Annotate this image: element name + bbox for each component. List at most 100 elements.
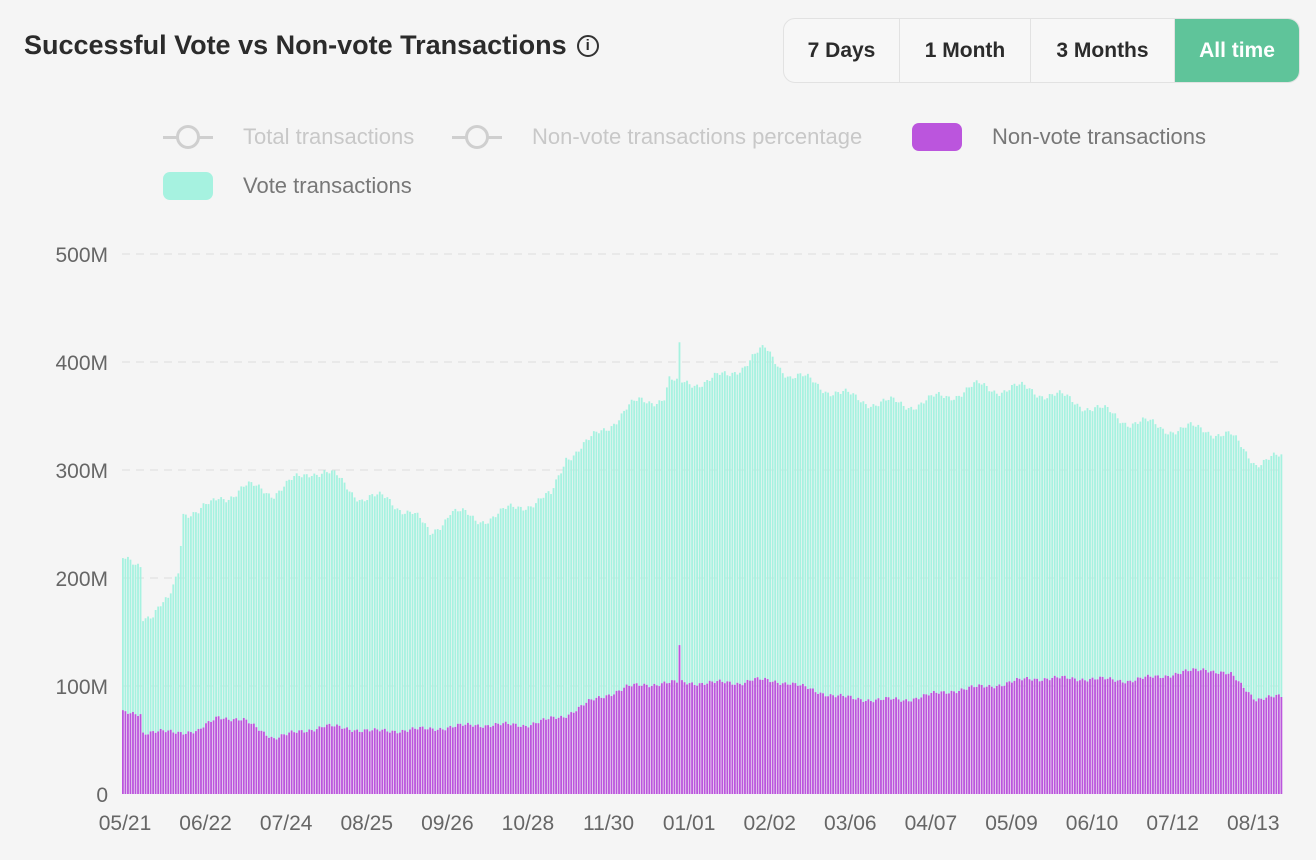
nonvote-bar: [937, 693, 940, 794]
nonvote-bar: [1121, 682, 1124, 794]
vote-bar: [502, 508, 505, 724]
vote-bar: [784, 377, 787, 683]
vote-bar: [519, 506, 522, 727]
vote-bar: [638, 397, 641, 686]
nonvote-bar: [280, 734, 283, 794]
nonvote-bar: [1106, 678, 1109, 794]
vote-bar: [285, 480, 288, 736]
vote-bar: [751, 354, 754, 681]
nonvote-bar: [378, 731, 381, 794]
vote-bar: [217, 499, 220, 717]
nonvote-bar: [212, 720, 215, 794]
vote-bar: [250, 482, 253, 724]
vote-bar: [776, 366, 779, 683]
vote-bar: [970, 386, 973, 686]
nonvote-bar: [749, 680, 751, 794]
vote-bar: [988, 391, 991, 685]
legend-total-transactions[interactable]: Total transactions: [163, 124, 414, 150]
nonvote-bar: [953, 691, 955, 794]
range-1-month-button[interactable]: 1 Month: [900, 19, 1031, 82]
nonvote-bar: [348, 729, 351, 794]
nonvote-bar: [1204, 669, 1207, 794]
vote-bar: [179, 545, 182, 733]
vote-bar: [759, 347, 761, 680]
nonvote-bar: [628, 685, 631, 794]
vote-bar: [338, 477, 341, 726]
y-tick-label: 200M: [55, 568, 108, 591]
nonvote-bar: [285, 735, 288, 794]
vote-bar: [174, 576, 177, 734]
nonvote-bar: [703, 684, 706, 794]
nonvote-bar: [1023, 678, 1026, 794]
nonvote-bar: [336, 724, 338, 794]
legend-label: Non-vote transactions: [992, 124, 1206, 149]
nonvote-bar: [298, 730, 301, 794]
nonvote-bar: [247, 723, 250, 794]
vote-bar: [683, 382, 686, 683]
nonvote-bar: [1048, 680, 1051, 794]
nonvote-bar: [441, 729, 444, 794]
legend-nonvote-transactions[interactable]: Non-vote transactions: [912, 123, 1206, 151]
vote-bar: [590, 436, 593, 700]
nonvote-bar: [968, 686, 971, 794]
nonvote-bar: [958, 691, 960, 794]
nonvote-bar: [653, 683, 656, 794]
nonvote-bar: [897, 699, 900, 794]
vote-bar: [529, 506, 532, 726]
legend-line-marker-icon: [163, 124, 213, 150]
vote-bar: [875, 405, 877, 700]
chart-title: Successful Vote vs Non-vote Transactions…: [24, 30, 599, 61]
vote-bar: [864, 404, 867, 701]
legend-nonvote-percentage[interactable]: Non-vote transactions percentage: [452, 124, 862, 150]
range-7-days-button[interactable]: 7 Days: [784, 19, 900, 82]
vote-bar: [721, 372, 724, 682]
vote-bar: [801, 376, 804, 684]
vote-bar: [958, 395, 960, 692]
nonvote-bar: [519, 726, 522, 794]
range-3-months-button[interactable]: 3 Months: [1031, 19, 1175, 82]
nonvote-bar: [1089, 678, 1091, 794]
nonvote-bar: [739, 683, 741, 794]
vote-bar: [1212, 438, 1215, 671]
nonvote-bar: [1209, 671, 1212, 794]
vote-bar: [1013, 383, 1016, 681]
vote-bar: [434, 529, 437, 732]
legend-vote-transactions[interactable]: Vote transactions: [163, 172, 412, 200]
vote-bar: [885, 400, 887, 698]
vote-bar: [671, 379, 673, 681]
nonvote-bar: [912, 698, 915, 794]
nonvote-bar: [854, 699, 857, 794]
nonvote-bar: [1212, 670, 1215, 794]
vote-bar: [693, 385, 696, 686]
vote-bar: [676, 378, 678, 683]
vote-bar: [474, 520, 477, 726]
vote-bar: [796, 373, 799, 686]
vote-bar: [310, 476, 313, 731]
vote-bar: [937, 392, 940, 694]
vote-bar: [1157, 427, 1159, 676]
vote-bar: [358, 500, 361, 732]
nonvote-bar: [472, 726, 474, 794]
vote-bar: [449, 515, 452, 726]
vote-bar: [451, 511, 454, 728]
nonvote-bar: [930, 692, 933, 794]
vote-bar: [696, 384, 699, 686]
range-all-time-button[interactable]: All time: [1175, 19, 1299, 82]
vote-bar: [1280, 454, 1283, 697]
vote-bar: [718, 374, 721, 680]
nonvote-bar: [1003, 685, 1006, 794]
vote-bar: [749, 360, 751, 681]
vote-bar: [1227, 431, 1230, 674]
vote-bar: [328, 473, 331, 724]
nonvote-bar: [716, 681, 719, 794]
nonvote-bar: [882, 699, 885, 794]
vote-bar: [1104, 405, 1107, 680]
vote-bar: [897, 402, 900, 700]
vote-bar: [373, 496, 376, 729]
y-tick-label: 500M: [55, 244, 108, 267]
nonvote-bar: [713, 683, 716, 794]
info-icon[interactable]: i: [576, 34, 599, 57]
nonvote-bar: [414, 728, 416, 794]
nonvote-bar: [988, 684, 991, 794]
nonvote-bar: [1126, 680, 1129, 794]
